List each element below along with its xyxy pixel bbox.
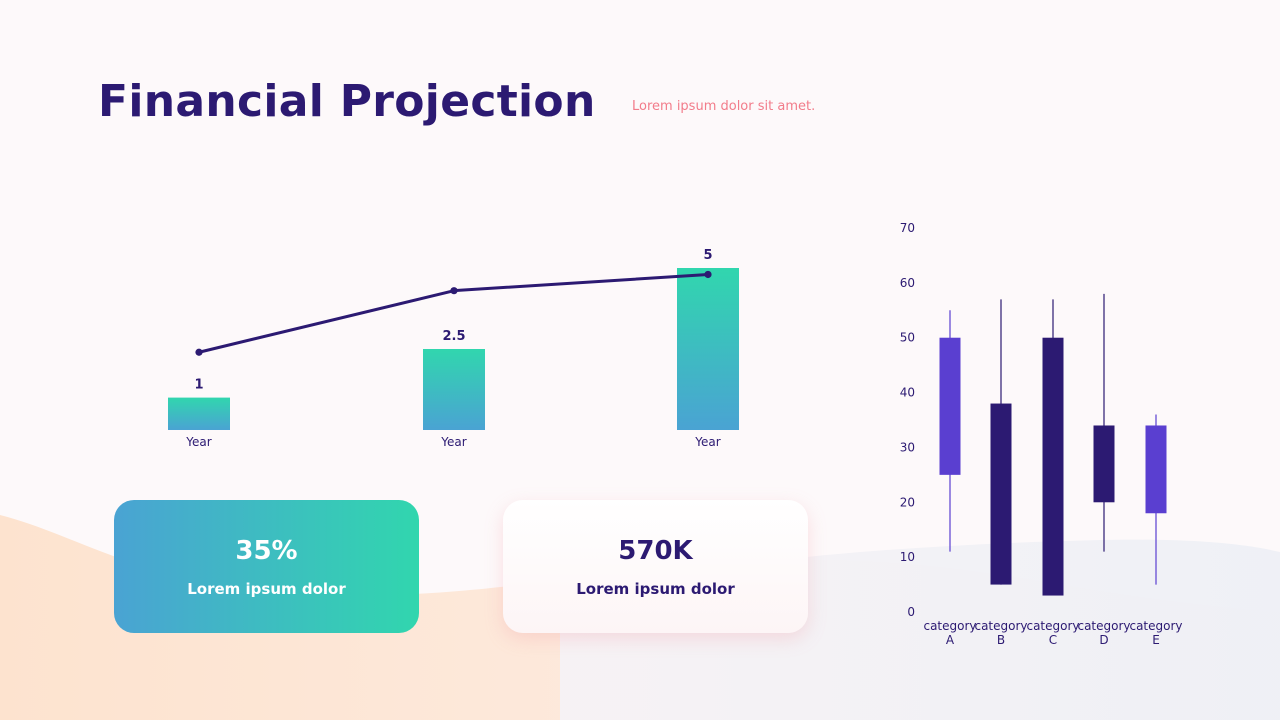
stat-card-1-value: 35% — [235, 535, 298, 566]
x-category-label-4-line2: D — [1099, 633, 1108, 647]
y-tick-label-10: 10 — [900, 550, 915, 564]
stat-card-2-value: 570K — [618, 535, 693, 566]
x-category-label-3-line1: category — [1026, 619, 1079, 633]
x-category-label-4-line1: category — [1077, 619, 1130, 633]
x-category-label-3-line2: C — [1049, 633, 1057, 647]
candle-body-5 — [1145, 425, 1167, 514]
candle-body-2 — [990, 403, 1012, 585]
y-tick-label-0: 0 — [907, 605, 915, 619]
y-tick-label-40: 40 — [900, 386, 915, 400]
stat-card-1-label: Lorem ipsum dolor — [187, 579, 346, 598]
candle-body-1 — [939, 337, 961, 475]
page-title: Financial Projection — [98, 76, 596, 127]
bar-year-2 — [423, 349, 485, 430]
candle-body-3 — [1042, 337, 1064, 596]
stat-card-2-label: Lorem ipsum dolor — [576, 579, 735, 598]
stat-card-1: 35% Lorem ipsum dolor — [114, 500, 419, 633]
y-tick-label-50: 50 — [900, 331, 915, 345]
x-category-label-1-line1: category — [923, 619, 976, 633]
trend-line-point-2 — [450, 287, 458, 295]
page-subtitle: Lorem ipsum dolor sit amet. — [632, 99, 816, 114]
bar-year-1 — [168, 397, 230, 430]
bar-category-label-1: Year — [185, 435, 211, 449]
trend-line-point-3 — [704, 270, 712, 279]
trend-line-point-1 — [195, 348, 203, 356]
stat-card-2: 570K Lorem ipsum dolor — [503, 500, 808, 633]
x-category-label-5-line1: category — [1129, 619, 1182, 633]
bar-value-label-3: 5 — [703, 248, 712, 263]
x-category-label-2-line2: B — [997, 633, 1005, 647]
combo-bar-line-chart: 1 Year 2.5 Year 5 Year — [168, 248, 739, 449]
bar-category-label-3: Year — [694, 435, 720, 449]
candle-body-4 — [1093, 425, 1115, 503]
y-tick-label-30: 30 — [900, 440, 915, 454]
x-category-label-1-line2: A — [946, 633, 955, 647]
bar-value-label-2: 2.5 — [442, 329, 465, 344]
y-tick-label-20: 20 — [900, 495, 915, 509]
x-category-label-2-line1: category — [974, 619, 1027, 633]
y-tick-label-70: 70 — [900, 221, 915, 235]
bar-year-3 — [677, 268, 739, 430]
bar-value-label-1: 1 — [194, 378, 203, 393]
x-category-label-5-line2: E — [1152, 633, 1160, 647]
bar-category-label-2: Year — [440, 435, 466, 449]
y-tick-label-60: 60 — [900, 276, 915, 290]
